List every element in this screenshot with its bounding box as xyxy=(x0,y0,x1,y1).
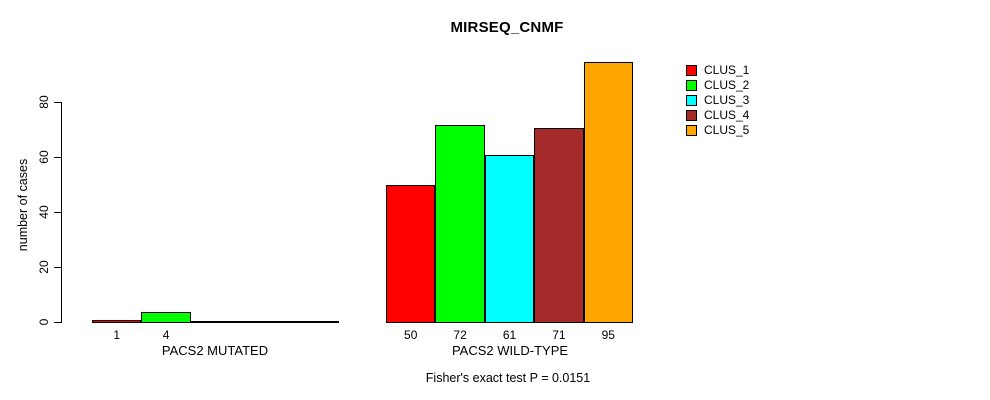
legend-item: CLUS_2 xyxy=(686,78,749,93)
bar-clus_5-group1 xyxy=(289,321,339,323)
legend-swatch-clus_5 xyxy=(686,125,697,136)
legend-swatch-clus_4 xyxy=(686,110,697,121)
bar-value-label: 50 xyxy=(404,328,418,342)
bar-clus_1-group1 xyxy=(92,320,142,323)
y-axis-label: number of cases xyxy=(16,158,30,252)
bar-value-label: 95 xyxy=(601,328,615,342)
y-axis-tick xyxy=(54,157,61,158)
bar-clus_4-group1 xyxy=(240,321,290,323)
y-axis-tick-label: 80 xyxy=(37,95,51,109)
y-axis-line xyxy=(61,102,62,323)
legend-swatch-clus_3 xyxy=(686,95,697,106)
y-axis-tick xyxy=(54,102,61,103)
legend-label: CLUS_2 xyxy=(704,78,750,92)
bar-clus_2-group1 xyxy=(141,312,191,323)
chart-title: MIRSEQ_CNMF xyxy=(450,19,564,36)
fisher-test-annotation: Fisher's exact test P = 0.0151 xyxy=(425,371,591,385)
legend: CLUS_1 CLUS_2 CLUS_3 CLUS_4 CLUS_5 xyxy=(686,63,749,138)
legend-label: CLUS_5 xyxy=(704,123,750,137)
y-axis-tick-label: 40 xyxy=(37,205,51,219)
y-axis-tick-label: 20 xyxy=(37,260,51,274)
x-axis-category-label-wild-type: PACS2 WILD-TYPE xyxy=(451,343,569,358)
bar-clus_1-group2 xyxy=(386,185,436,323)
bar-clus_4-group2 xyxy=(534,128,584,323)
y-axis-tick-label: 60 xyxy=(37,150,51,164)
y-axis-tick-label: 0 xyxy=(37,318,51,326)
y-axis-tick xyxy=(54,267,61,268)
legend-label: CLUS_1 xyxy=(704,63,750,77)
legend-swatch-clus_1 xyxy=(686,65,697,76)
bar-clus_3-group1 xyxy=(190,321,241,323)
legend-label: CLUS_4 xyxy=(704,108,750,122)
legend-item: CLUS_1 xyxy=(686,63,749,78)
bar-value-label: 71 xyxy=(552,328,566,342)
legend-item: CLUS_4 xyxy=(686,108,749,123)
bar-value-label: 4 xyxy=(162,328,170,342)
bar-clus_3-group2 xyxy=(484,155,535,323)
legend-swatch-clus_2 xyxy=(686,80,697,91)
bar-value-label: 61 xyxy=(502,328,517,342)
bar-clus_2-group2 xyxy=(435,125,485,323)
legend-item: CLUS_5 xyxy=(686,123,749,138)
legend-label: CLUS_3 xyxy=(704,93,750,107)
bar-value-label: 72 xyxy=(453,328,467,342)
legend-item: CLUS_3 xyxy=(686,93,749,108)
bar-clus_5-group2 xyxy=(583,62,633,323)
y-axis-tick xyxy=(54,212,61,213)
bar-value-label: 1 xyxy=(113,328,121,342)
x-axis-category-label-mutated: PACS2 MUTATED xyxy=(161,343,269,358)
y-axis-tick xyxy=(54,322,61,323)
